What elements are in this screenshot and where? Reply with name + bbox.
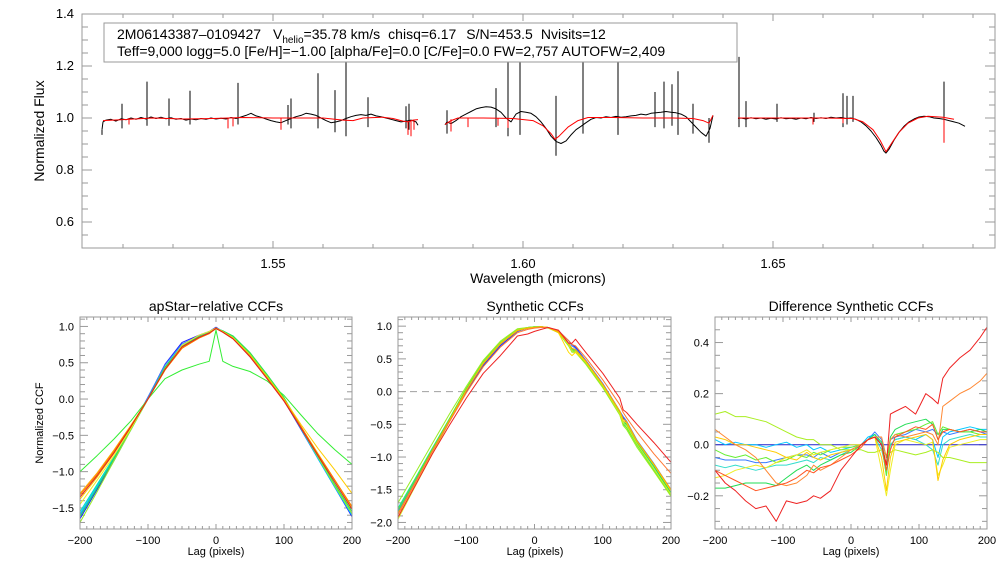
y-tick-label: 1.2 [56,58,74,73]
y-tick-label: 1.4 [56,6,74,21]
y-tick-label: −1.5 [52,503,74,515]
difference-ccf-panel: Difference Synthetic CCFs −200 −100 0 100 20… [687,298,996,558]
y-tick-label: −1.5 [370,485,392,497]
difference-ccf-frame [714,316,988,530]
synthetic-ccf-tick-labels: −200 −100 0 100 200 −2.0 −1.5 −1.0 −0.5 0.0 0.5 1.0 [370,321,680,547]
model-flux-chip-3 [738,115,955,153]
ccf-line-visit-12 [714,326,988,522]
y-tick-label: 0.5 [59,358,74,370]
legend-v-subscript: helio [282,35,304,46]
apstar-ccf-y-axis-label: Normalized CCF [34,382,46,464]
y-tick-label: 0.0 [59,394,74,406]
difference-ccf-series [714,326,988,522]
spectrum-y-axis-label: Normalized Flux [31,80,47,181]
ccf-line-visit-7 [714,411,987,464]
y-tick-label: 0.6 [56,214,74,229]
difference-ccf-title: Difference Synthetic CCFs [769,298,934,314]
apstar-ccf-tick-labels: −200 −100 0 100 200 −1.5 −1.0 −0.5 0.0 0.5 1.0 [52,321,361,547]
y-tick-label: −0.5 [370,419,392,431]
spectrum-frame [81,13,996,249]
legend-line-1: 2M06143387–0109427 Vhelio=35.78 km/s chisq… [117,26,606,46]
x-tick-label: 1.60 [510,256,535,271]
x-tick-label: −100 [771,535,796,547]
x-tick-label: 100 [275,535,293,547]
y-tick-label: 0.4 [694,338,709,350]
apstar-ccf-series [79,326,353,523]
x-tick-label: −100 [454,535,479,547]
x-tick-label: 100 [910,535,928,547]
ccf-line-visit-3 [714,426,987,476]
synthetic-ccf-title: Synthetic CCFs [486,298,583,314]
legend-snr: S/N=453.5 [466,26,533,42]
spectrum-legend: 2M06143387–0109427 Vhelio=35.78 km/s chisq… [103,22,738,63]
x-tick-label: 200 [343,535,361,547]
y-tick-label: 0.2 [694,389,709,401]
y-tick-label: 1.0 [59,321,74,333]
apstar-ccf-frame [79,316,353,530]
model-flux-chip-1 [102,116,419,123]
legend-line-2: Teff=9,000 logg=5.0 [Fe/H]=−1.00 [alpha/… [117,43,665,59]
observed-flux-chip-2 [444,106,714,144]
spectrum-tick-labels: 1.55 1.60 1.65 0.6 0.8 1.0 1.2 1.4 [56,6,786,271]
x-tick-label: 100 [594,535,612,547]
y-tick-label: −2.0 [370,517,392,529]
y-tick-label: −0.5 [52,430,74,442]
spectrum-series [101,45,966,156]
legend-nvisits: Nvisits=12 [541,26,606,42]
y-tick-label: 1.0 [56,110,74,125]
synthetic-ccf-ticks [397,317,672,530]
y-tick-label: 0.0 [694,440,709,452]
observed-flux-chip-1 [101,112,419,130]
legend-chisq: chisq=6.17 [388,26,456,42]
x-tick-label: 1.65 [760,256,785,271]
synthetic-ccf-frame [397,316,672,530]
ccf-line-visit-12 [397,327,672,518]
model-flux-chip-2 [444,115,714,140]
ccf-line-visit-6 [79,329,353,472]
y-tick-label: 1.0 [377,321,392,333]
synthetic-ccf-x-axis-label: Lag (pixels) [507,546,564,558]
x-tick-label: 200 [978,535,996,547]
legend-box [103,22,738,63]
apstar-ccf-panel: apStar−relative CCFs −200 −100 0 100 200 −1.5… [34,298,361,558]
x-tick-label: 200 [662,535,680,547]
legend-star-id: 2M06143387–0109427 [117,26,261,42]
apstar-ccf-x-axis-label: Lag (pixels) [188,546,245,558]
y-tick-label: 0.0 [377,387,392,399]
x-tick-label: 0 [848,535,854,547]
difference-ccf-tick-labels: −200 −100 0 100 200 −0.2 0.0 0.2 0.4 [687,338,996,547]
x-tick-label: −200 [68,535,93,547]
spectrum-x-axis-label: Wavelength (microns) [470,270,606,286]
ccf-line-visit-10 [397,326,672,514]
x-tick-label: 0 [531,535,537,547]
x-tick-label: −200 [703,535,728,547]
y-tick-label: −0.2 [687,491,709,503]
x-tick-label: −200 [386,535,411,547]
difference-ccf-x-axis-label: Lag (pixels) [823,546,880,558]
y-tick-label: −1.0 [52,467,74,479]
x-tick-label: 1.55 [260,256,285,271]
synthetic-ccf-panel: Synthetic CCFs −200 −100 0 100 200 −2.0 −1.5 −1… [370,298,680,558]
y-tick-label: 0.8 [56,162,74,177]
x-tick-label: 0 [213,535,219,547]
legend-v-prefix: V [273,26,283,42]
legend-v-value: =35.78 km/s [304,26,381,42]
apstar-ccf-title: apStar−relative CCFs [149,298,283,314]
y-tick-label: 0.5 [377,354,392,366]
x-tick-label: −100 [136,535,161,547]
y-tick-label: −1.0 [370,452,392,464]
synthetic-ccf-series [397,326,672,520]
spectrum-panel: 2M06143387–0109427 Vhelio=35.78 km/s chisq… [31,6,996,286]
ccf-line-visit-12 [79,328,353,510]
